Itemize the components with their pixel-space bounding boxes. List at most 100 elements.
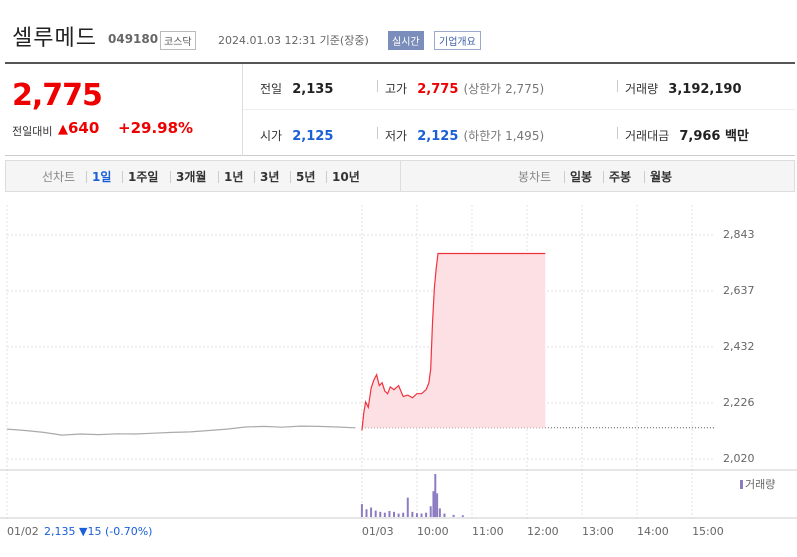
tab[interactable]: 일봉 <box>570 170 593 184</box>
rate: (-0.70%) <box>104 525 153 538</box>
volume-bar <box>388 510 391 517</box>
y-tick-label: 2,843 <box>723 228 755 241</box>
y-tick-label: 2,020 <box>723 452 755 465</box>
divider <box>170 171 171 183</box>
price-line <box>6 425 356 436</box>
realtime-badge[interactable]: 실시간 <box>388 31 424 50</box>
stat: 거래대금 7,966 백만 <box>625 125 749 144</box>
divider <box>243 109 795 110</box>
tab[interactable]: 월봉 <box>650 170 673 184</box>
chart: 2,020 2,226 2,432 2,637 2,843 01/02 01/03 10:00… <box>0 195 797 538</box>
stat: 시가 2,125 <box>260 125 333 144</box>
volume-bar <box>434 474 437 517</box>
divider <box>377 80 378 92</box>
stat-label: 거래량 <box>625 82 659 96</box>
x-tick-label: 13:00 <box>582 525 614 538</box>
volume-bar <box>432 491 435 517</box>
volume-bar <box>420 513 423 517</box>
stat-value: 2,125 <box>417 129 459 144</box>
y-tick-label: 2,226 <box>723 396 755 409</box>
change: ▲640 <box>58 119 99 137</box>
stat-note: (상한가 2,775) <box>463 82 545 96</box>
stat-value: 2,125 <box>292 129 334 144</box>
timestamp: 2024.01.03 12:31 기준(장중) <box>218 34 369 47</box>
volume-bar <box>438 508 441 517</box>
stat-label: 고가 <box>385 82 408 96</box>
tab[interactable]: 주봉 <box>609 170 632 184</box>
stat-label: 거래대금 <box>625 129 670 143</box>
volume-bar <box>383 512 386 517</box>
divider <box>86 171 87 183</box>
tab[interactable]: 1일 <box>92 170 112 184</box>
divider <box>644 171 645 183</box>
tab[interactable]: 5년 <box>296 170 316 184</box>
x-tick-label: 12:00 <box>527 525 559 538</box>
volume-bar <box>393 511 396 517</box>
divider <box>218 171 219 183</box>
volume-legend-swatch <box>740 480 743 489</box>
price-line <box>361 252 546 431</box>
stat-value: 3,192,190 <box>668 82 742 97</box>
volume-legend: 거래량 <box>745 478 775 491</box>
y-tick-label: 2,432 <box>723 340 755 353</box>
divider <box>617 127 618 139</box>
tab[interactable]: 1년 <box>224 170 244 184</box>
volume-bar <box>365 509 368 517</box>
x-tick-label: 01/02 <box>7 525 39 538</box>
volume-bar <box>452 514 455 517</box>
y-tick-label: 2,637 <box>723 284 755 297</box>
stat: 고가 2,775 (상한가 2,775) <box>385 78 544 97</box>
divider <box>326 171 327 183</box>
x-tick-label: 01/03 <box>362 525 394 538</box>
volume-bar <box>360 504 363 517</box>
stat: 전일 2,135 <box>260 78 333 97</box>
tab[interactable]: 3개월 <box>176 170 207 184</box>
tab[interactable]: 3년 <box>260 170 280 184</box>
stat-label: 시가 <box>260 129 283 143</box>
change-value: 640 <box>68 119 100 137</box>
divider <box>254 171 255 183</box>
divider <box>400 161 401 191</box>
volume-bar <box>370 507 373 517</box>
tab-header[interactable]: 봉차트 <box>518 170 552 184</box>
divider <box>564 171 565 183</box>
change-label: 전일대비 <box>12 125 53 138</box>
x-tick-label: 11:00 <box>472 525 504 538</box>
stat-label: 전일 <box>260 82 283 96</box>
stat-label: 저가 <box>385 129 408 143</box>
volume-bar <box>425 512 428 517</box>
company-info-button[interactable]: 기업개요 <box>434 31 481 50</box>
volume-bar <box>402 512 405 517</box>
tab[interactable]: 10년 <box>332 170 360 184</box>
volume-bar <box>411 511 414 517</box>
stock-code: 049180 <box>108 32 159 46</box>
volume-bar <box>415 513 418 517</box>
tab-header[interactable]: 선차트 <box>42 170 76 184</box>
volume-bar <box>436 493 439 517</box>
current-price: 2,775 <box>12 78 103 113</box>
x-tick-label: 15:00 <box>692 525 724 538</box>
volume-bar <box>379 511 382 517</box>
up-arrow: ▲ <box>58 122 68 137</box>
area <box>361 253 546 431</box>
volume-bar <box>374 510 377 517</box>
divider <box>617 80 618 92</box>
stock-name: 셀루메드 <box>12 26 97 51</box>
divider <box>290 171 291 183</box>
stat-value: 7,966 백만 <box>679 129 749 144</box>
stat: 저가 2,125 (하한가 1,495) <box>385 125 544 144</box>
tab[interactable]: 1주일 <box>128 170 159 184</box>
volume-bar <box>461 515 464 517</box>
change-rate: +29.98% <box>118 119 194 137</box>
market-badge: 코스닥 <box>160 31 196 50</box>
stat: 거래량 3,192,190 <box>625 78 742 97</box>
divider <box>122 171 123 183</box>
stat-value: 2,135 <box>292 82 334 97</box>
volume-bar <box>443 513 446 517</box>
prev-close: 2,135 ▼15 (-0.70%) <box>44 525 152 538</box>
divider <box>242 64 243 156</box>
summary-box <box>5 62 795 156</box>
x-tick-label: 14:00 <box>637 525 669 538</box>
